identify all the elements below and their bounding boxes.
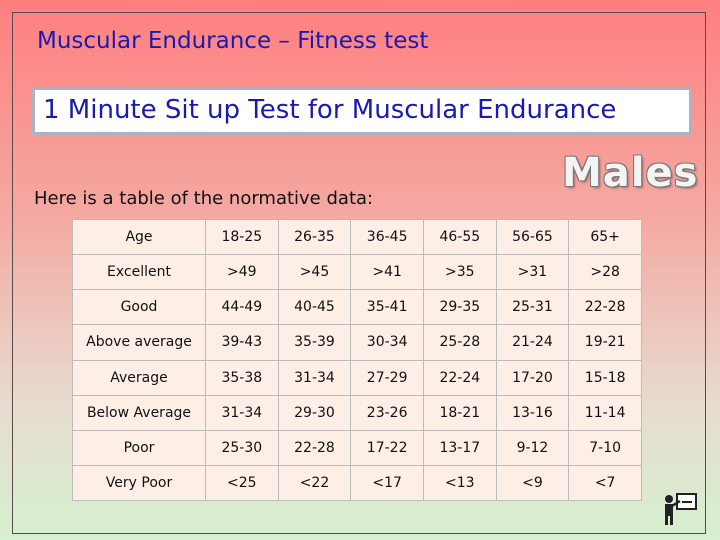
table-row: Very Poor <25 <22 <17 <13 <9 <7 <box>72 464 642 502</box>
table-cell: 7-10 <box>568 429 642 466</box>
teacher-at-board-icon <box>662 490 698 526</box>
table-cell: Below Average <box>72 394 206 431</box>
table-cell: 27-29 <box>350 359 424 396</box>
table-cell: 44-49 <box>205 289 279 326</box>
table-cell: 56-65 <box>495 218 570 256</box>
table-row: Excellent >49 >45 >41 >35 >31 >28 <box>72 254 642 291</box>
table-cell: Very Poor <box>72 464 206 502</box>
table-cell: Poor <box>72 429 206 466</box>
table-row: Average 35-38 31-34 27-29 22-24 17-20 15… <box>72 359 642 396</box>
table-row: Above average 39-43 35-39 30-34 25-28 21… <box>72 324 642 361</box>
table-cell: >45 <box>277 254 352 291</box>
table-cell: 9-12 <box>495 429 570 466</box>
slide-title: Muscular Endurance – Fitness test <box>37 28 429 54</box>
table-cell: 35-38 <box>205 359 279 396</box>
table-cell: >35 <box>422 254 497 291</box>
table-cell: 46-55 <box>422 218 497 256</box>
table-cell: Age <box>72 218 206 256</box>
table-cell: <9 <box>495 464 570 502</box>
table-cell: 31-34 <box>277 359 352 396</box>
table-cell: Good <box>72 289 206 326</box>
table-cell: 18-21 <box>422 394 497 431</box>
table-cell: <7 <box>568 464 642 502</box>
table-cell: 35-39 <box>277 324 352 361</box>
table-cell: 25-28 <box>422 324 497 361</box>
table-cell: 36-45 <box>350 218 424 256</box>
table-cell: 21-24 <box>495 324 570 361</box>
table-cell: 17-20 <box>495 359 570 396</box>
table-cell: Excellent <box>72 254 206 291</box>
table-cell: Average <box>72 359 206 396</box>
table-row: Poor 25-30 22-28 17-22 13-17 9-12 7-10 <box>72 429 642 466</box>
table-cell: 19-21 <box>568 324 642 361</box>
intro-text: Here is a table of the normative data: <box>34 188 374 209</box>
subtitle: 1 Minute Sit up Test for Muscular Endura… <box>43 95 617 125</box>
table-cell: <22 <box>277 464 352 502</box>
table-cell: <17 <box>350 464 424 502</box>
table-cell: 22-28 <box>277 429 352 466</box>
table-cell: 39-43 <box>205 324 279 361</box>
table-cell: 25-30 <box>205 429 279 466</box>
table-cell: 35-41 <box>350 289 424 326</box>
table-cell: >41 <box>350 254 424 291</box>
table-cell: <13 <box>422 464 497 502</box>
table-cell: 13-17 <box>422 429 497 466</box>
table-cell: >28 <box>568 254 642 291</box>
table-cell: 29-35 <box>422 289 497 326</box>
table-cell: 40-45 <box>277 289 352 326</box>
table-header-row: Age 18-25 26-35 36-45 46-55 56-65 65+ <box>72 218 642 256</box>
normative-data-table: Age 18-25 26-35 36-45 46-55 56-65 65+ Ex… <box>72 218 642 502</box>
males-badge: Males <box>562 150 699 196</box>
table-cell: 18-25 <box>205 218 279 256</box>
table-cell: Above average <box>72 324 206 361</box>
table-cell: >31 <box>495 254 570 291</box>
table-cell: 17-22 <box>350 429 424 466</box>
table-cell: 30-34 <box>350 324 424 361</box>
table-cell: 22-28 <box>568 289 642 326</box>
table-cell: 31-34 <box>205 394 279 431</box>
table-cell: <25 <box>205 464 279 502</box>
slide-frame <box>12 12 706 534</box>
table-cell: >49 <box>205 254 279 291</box>
subtitle-box: 1 Minute Sit up Test for Muscular Endura… <box>32 87 692 135</box>
table-cell: 11-14 <box>568 394 642 431</box>
table-cell: 65+ <box>568 218 642 256</box>
table-cell: 23-26 <box>350 394 424 431</box>
table-cell: 13-16 <box>495 394 570 431</box>
table-row: Below Average 31-34 29-30 23-26 18-21 13… <box>72 394 642 431</box>
table-cell: 22-24 <box>422 359 497 396</box>
table-cell: 29-30 <box>277 394 352 431</box>
table-cell: 15-18 <box>568 359 642 396</box>
table-row: Good 44-49 40-45 35-41 29-35 25-31 22-28 <box>72 289 642 326</box>
table-cell: 26-35 <box>277 218 352 256</box>
table-cell: 25-31 <box>495 289 570 326</box>
